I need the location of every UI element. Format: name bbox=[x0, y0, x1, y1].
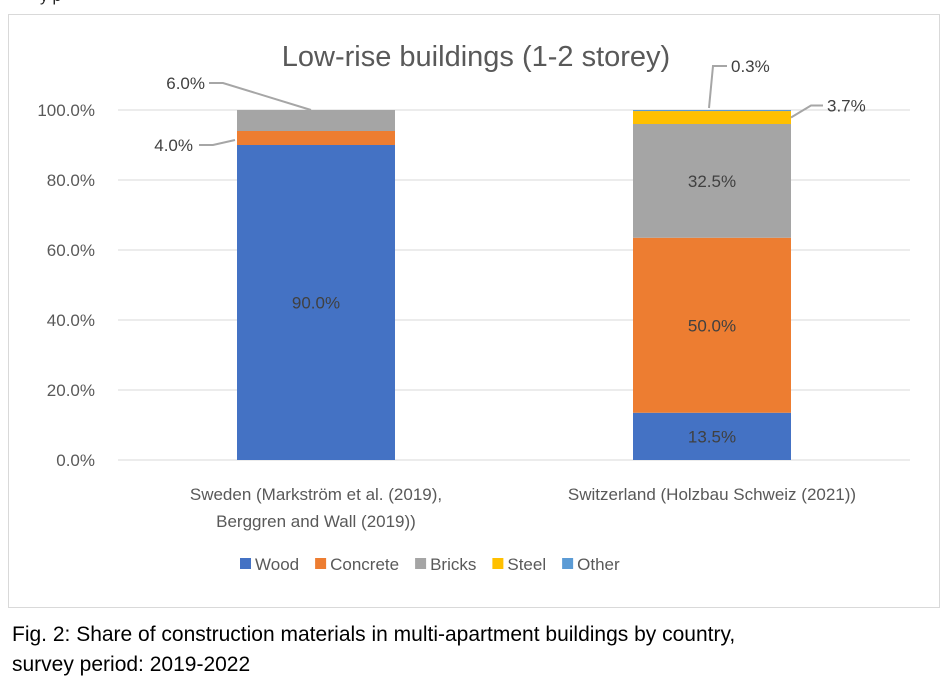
caption-line-1: Fig. 2: Share of construction materials … bbox=[12, 623, 736, 646]
caption-line-2: survey period: 2019-2022 bbox=[12, 653, 251, 676]
data-label-steel: 3.7% bbox=[827, 97, 866, 116]
legend-swatch-wood bbox=[240, 558, 251, 569]
legend-label-wood: Wood bbox=[255, 555, 299, 574]
bar-segment-bricks bbox=[633, 124, 791, 238]
legend-label-steel: Steel bbox=[507, 555, 546, 574]
bar-segment-wood bbox=[633, 412, 791, 460]
x-category-label: Switzerland (Holzbau Schweiz (2021)) bbox=[568, 485, 856, 504]
data-label-other: 0.3% bbox=[731, 57, 770, 76]
legend-swatch-concrete bbox=[315, 558, 327, 569]
data-label-concrete: 4.0% bbox=[154, 136, 193, 155]
chart-title: Low-rise buildings (1-2 storey) bbox=[282, 41, 670, 73]
bar-segment-steel bbox=[633, 111, 791, 124]
bar-segment-wood bbox=[237, 145, 395, 460]
legend-swatch-other bbox=[562, 558, 574, 569]
y-tick-label: 80.0% bbox=[47, 171, 95, 190]
bar-segment-other bbox=[633, 110, 791, 112]
legend-label-bricks: Bricks bbox=[430, 555, 476, 574]
bar-segment-concrete bbox=[633, 237, 791, 413]
callout-leader-line bbox=[790, 104, 823, 119]
bar-segment-concrete bbox=[237, 131, 395, 145]
bar-segment-bricks bbox=[237, 110, 395, 131]
y-tick-label: 0.0% bbox=[56, 451, 95, 470]
callout-leader-line bbox=[708, 65, 727, 109]
y-tick-label: 20.0% bbox=[47, 381, 95, 400]
cropped-text-fragment: y p bbox=[40, 0, 61, 6]
legend-label-concrete: Concrete bbox=[330, 555, 399, 574]
y-tick-label: 40.0% bbox=[47, 311, 95, 330]
chart-frame bbox=[8, 14, 940, 608]
y-tick-label: 100.0% bbox=[37, 101, 95, 120]
callout-leader-line bbox=[209, 82, 312, 111]
y-tick-label: 60.0% bbox=[47, 241, 95, 260]
legend-label-other: Other bbox=[577, 555, 620, 574]
x-category-label: Berggren and Wall (2019)) bbox=[216, 512, 416, 531]
legend-swatch-bricks bbox=[415, 558, 427, 569]
x-category-label: Sweden (Markström et al. (2019), bbox=[190, 485, 442, 504]
stacked-bar-chart: Low-rise buildings (1-2 storey) 0.0% 20.0%… bbox=[37, 41, 910, 574]
legend-swatch-steel bbox=[492, 558, 504, 569]
data-label-wood: 90.0% bbox=[292, 294, 340, 313]
data-label-wood: 13.5% bbox=[688, 427, 736, 446]
data-label-bricks: 6.0% bbox=[166, 74, 205, 93]
callout-leader-line bbox=[199, 139, 236, 146]
figure-caption: Fig. 2: Share of construction materials … bbox=[12, 620, 932, 680]
data-label-concrete: 50.0% bbox=[688, 316, 736, 335]
data-label-bricks: 32.5% bbox=[688, 172, 736, 191]
